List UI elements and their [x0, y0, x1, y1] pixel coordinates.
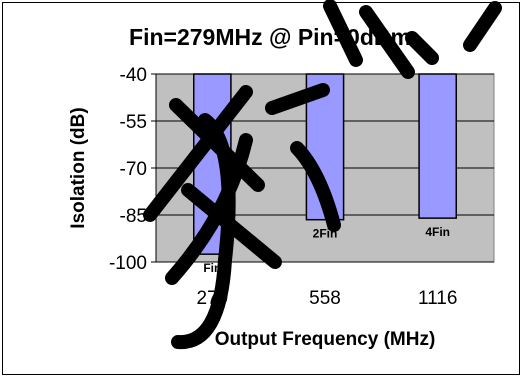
- watermark-stroke: [463, 1, 502, 52]
- y-tick-label: -55: [120, 112, 147, 133]
- watermark-stroke: [290, 141, 341, 232]
- watermark-stroke: [359, 5, 415, 79]
- watermark-stroke: [171, 113, 236, 350]
- x-tick-label: 558: [309, 288, 341, 309]
- y-tick-label: -40: [120, 65, 147, 86]
- bar-data-label: 4Fin: [425, 225, 450, 239]
- watermark-stroke: [405, 31, 439, 65]
- watermark-stroke: [143, 85, 253, 222]
- y-tick-labels: -40 -55 -70 -85 -100: [109, 65, 147, 274]
- bar-data-label: Fin: [203, 261, 221, 275]
- x-tick-labels: 279 558 1116: [196, 288, 457, 309]
- y-axis-title: Isolation (dB): [68, 107, 89, 228]
- watermark-stroke: [265, 83, 330, 115]
- watermark-stroke: [165, 133, 253, 285]
- watermark: [143, 0, 502, 350]
- chart-frame: [2, 2, 520, 375]
- watermark-stroke: [323, 0, 363, 67]
- y-tick-label: -70: [120, 159, 147, 180]
- x-tick-label: 1116: [418, 288, 457, 309]
- y-tick-label: -85: [120, 206, 147, 227]
- chart-title: Fin=279MHz @ Pin=0dBm: [129, 24, 411, 50]
- x-axis-title: Output Frequency (MHz): [215, 329, 436, 350]
- bar: [418, 73, 458, 219]
- y-tick-label: -100: [109, 253, 147, 274]
